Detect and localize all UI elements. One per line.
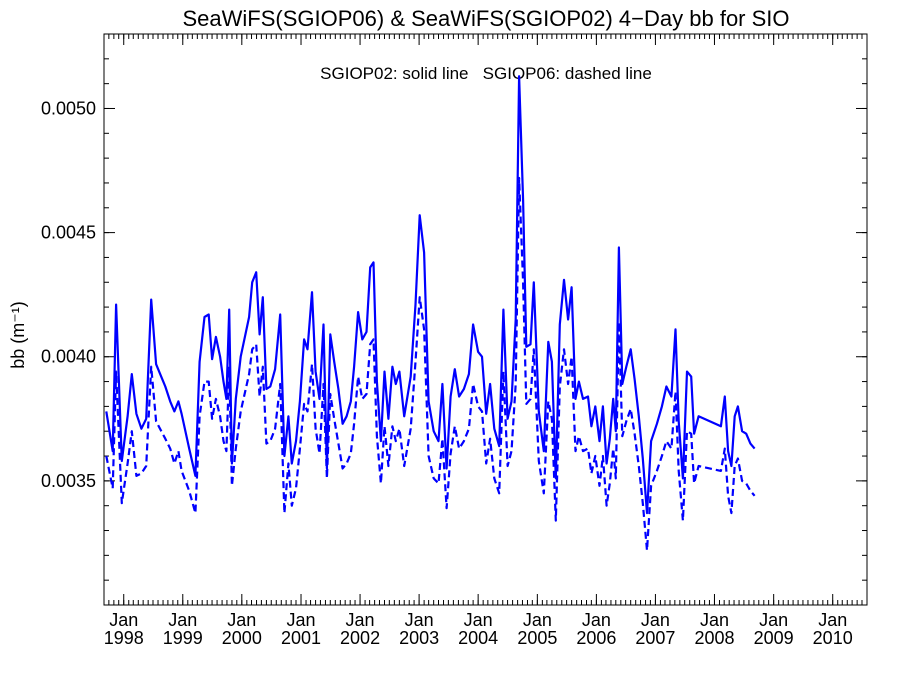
- y-tick-label: 0.0040: [41, 347, 96, 367]
- x-tick-year-label: 1999: [163, 628, 203, 648]
- x-tick-month-label: Jan: [287, 610, 316, 630]
- x-tick-month-label: Jan: [582, 610, 611, 630]
- chart-title: SeaWiFS(SGIOP06) & SeaWiFS(SGIOP02) 4−Da…: [182, 6, 789, 31]
- series-line-sgiop02: [105, 75, 756, 515]
- x-tick-month-label: Jan: [700, 610, 729, 630]
- y-axis-label: bb (m⁻¹): [8, 301, 28, 369]
- y-tick-label: 0.0035: [41, 471, 96, 491]
- x-tick-year-label: 2005: [517, 628, 557, 648]
- x-tick-month-label: Jan: [818, 610, 847, 630]
- x-tick-month-label: Jan: [109, 610, 138, 630]
- x-tick-year-label: 2009: [754, 628, 794, 648]
- y-tick-label: 0.0050: [41, 98, 96, 118]
- x-tick-month-label: Jan: [523, 610, 552, 630]
- x-tick-year-label: 2002: [340, 628, 380, 648]
- y-tick-label: 0.0045: [41, 223, 96, 243]
- x-tick-month-label: Jan: [641, 610, 670, 630]
- x-tick-month-label: Jan: [168, 610, 197, 630]
- x-tick-month-label: Jan: [464, 610, 493, 630]
- x-tick-year-label: 2008: [694, 628, 734, 648]
- x-tick-year-label: 2001: [281, 628, 321, 648]
- x-tick-month-label: Jan: [405, 610, 434, 630]
- axis-ticks: 0.00350.00400.00450.0050Jan1998Jan1999Ja…: [41, 34, 868, 648]
- x-tick-year-label: 2003: [399, 628, 439, 648]
- line-style-annotation: SGIOP02: solid line SGIOP06: dashed line: [320, 64, 652, 83]
- x-tick-month-label: Jan: [759, 610, 788, 630]
- x-tick-month-label: Jan: [227, 610, 256, 630]
- x-tick-year-label: 1998: [104, 628, 144, 648]
- x-tick-year-label: 2007: [635, 628, 675, 648]
- x-tick-year-label: 2010: [813, 628, 853, 648]
- plot-frame: [103, 33, 868, 606]
- x-tick-year-label: 2000: [222, 628, 262, 648]
- x-tick-month-label: Jan: [346, 610, 375, 630]
- x-tick-year-label: 2004: [458, 628, 498, 648]
- x-tick-year-label: 2006: [576, 628, 616, 648]
- plot-lines: [105, 75, 756, 552]
- series-line-sgiop06: [105, 176, 756, 552]
